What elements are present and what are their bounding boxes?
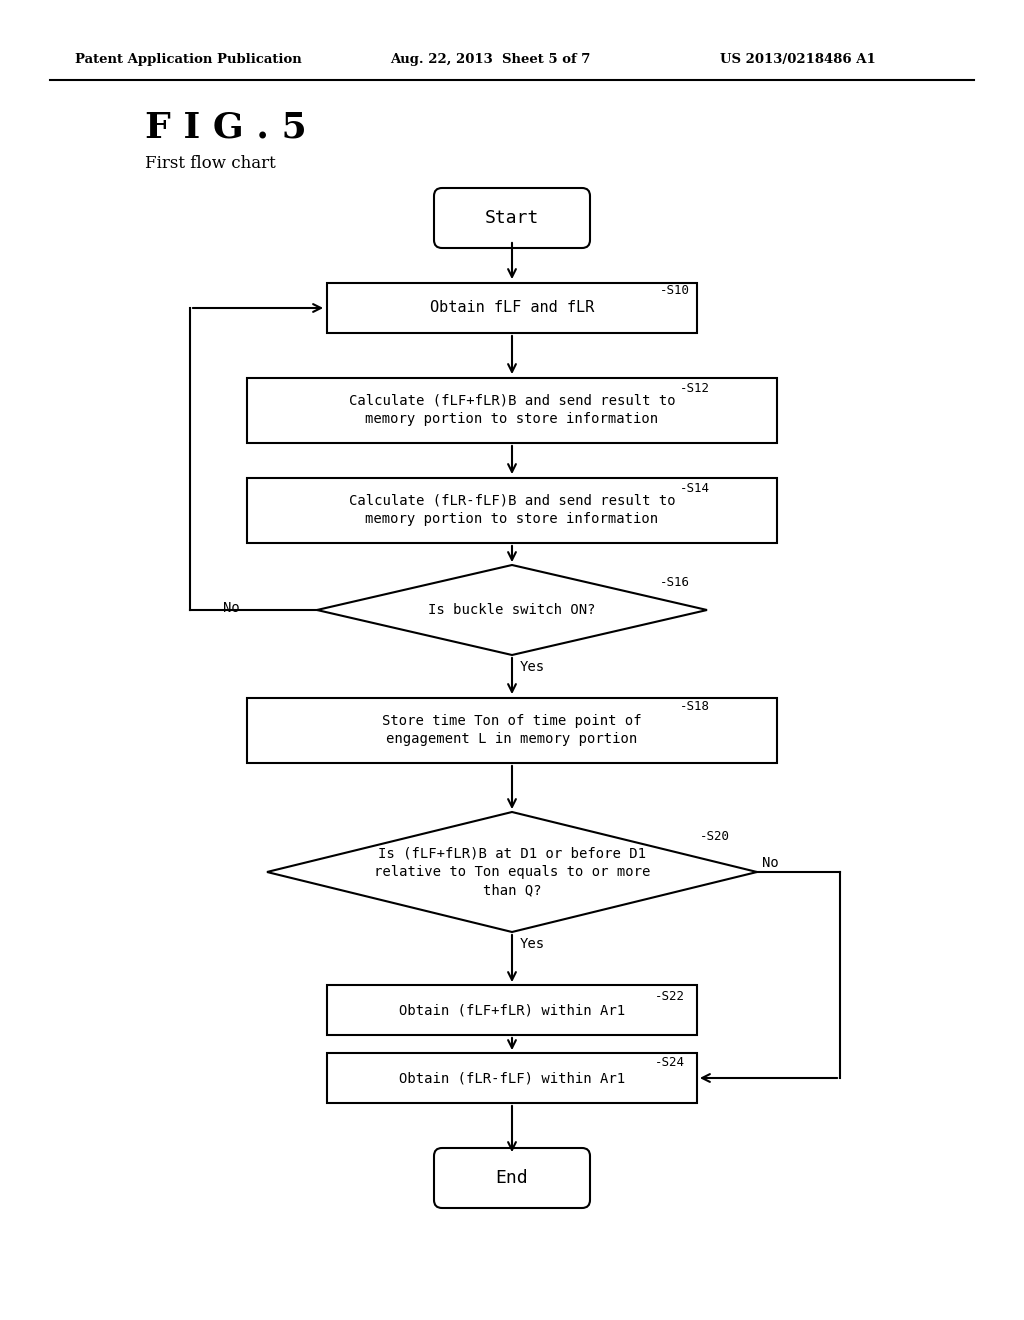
Text: Start: Start [484,209,540,227]
FancyBboxPatch shape [434,1148,590,1208]
Text: Is buckle switch ON?: Is buckle switch ON? [428,603,596,616]
Text: Yes: Yes [520,660,545,675]
Text: -S16: -S16 [660,577,690,590]
Text: -S20: -S20 [700,829,730,842]
Polygon shape [317,565,707,655]
Bar [327,1053,697,1104]
Text: No: No [762,855,778,870]
Text: Aug. 22, 2013  Sheet 5 of 7: Aug. 22, 2013 Sheet 5 of 7 [390,54,591,66]
Bar [247,478,777,543]
Text: Obtain (fLR-fLF) within Ar1: Obtain (fLR-fLF) within Ar1 [399,1071,625,1085]
Bar [247,697,777,763]
Text: Store time Ton of time point of
engagement L in memory portion: Store time Ton of time point of engageme… [382,714,642,746]
Text: Calculate (fLF+fLR)B and send result to
memory portion to store information: Calculate (fLF+fLR)B and send result to … [349,393,675,426]
Text: -S18: -S18 [680,700,710,713]
Text: Obtain (fLF+fLR) within Ar1: Obtain (fLF+fLR) within Ar1 [399,1003,625,1016]
Text: End: End [496,1170,528,1187]
Text: No: No [223,601,240,615]
Text: -S12: -S12 [680,381,710,395]
Bar [327,282,697,333]
Text: Patent Application Publication: Patent Application Publication [75,54,302,66]
Text: -S24: -S24 [655,1056,685,1069]
Text: -S10: -S10 [660,284,690,297]
Text: US 2013/0218486 A1: US 2013/0218486 A1 [720,54,876,66]
Polygon shape [267,812,757,932]
Bar [327,985,697,1035]
FancyBboxPatch shape [434,187,590,248]
Text: Is (fLF+fLR)B at D1 or before D1
relative to Ton equals to or more
than Q?: Is (fLF+fLR)B at D1 or before D1 relativ… [374,846,650,898]
Text: -S14: -S14 [680,482,710,495]
Text: Yes: Yes [520,937,545,950]
Text: Obtain fLF and fLR: Obtain fLF and fLR [430,301,594,315]
Text: -S22: -S22 [655,990,685,1003]
Bar [247,378,777,442]
Text: F I G . 5: F I G . 5 [145,111,307,145]
Text: First flow chart: First flow chart [145,154,275,172]
Text: Calculate (fLR-fLF)B and send result to
memory portion to store information: Calculate (fLR-fLF)B and send result to … [349,494,675,527]
